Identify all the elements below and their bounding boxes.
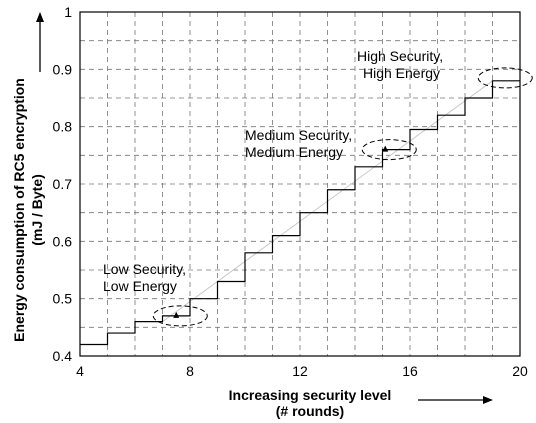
grid-lines — [80, 12, 520, 356]
y-tick-label: 1 — [64, 4, 72, 20]
marker-arrowhead — [382, 145, 389, 152]
highlight-ellipse — [361, 139, 417, 161]
x-axis-subtitle: (# rounds) — [276, 403, 344, 419]
y-axis-subtitle: (mJ / Byte) — [29, 174, 45, 246]
y-tick-label: 0.7 — [53, 176, 73, 192]
energy-step-line — [80, 80, 520, 346]
x-tick-labels: 4 8 12 16 20 — [76, 363, 528, 379]
y-direction-arrow — [36, 12, 44, 72]
y-tick-label: 0.6 — [53, 233, 73, 249]
annotation-low-line2: Low Energy — [103, 278, 177, 294]
annotations: Low Security, Low Energy Medium Security… — [103, 48, 443, 294]
y-tick-label: 0.8 — [53, 119, 73, 135]
highlight-ellipse — [477, 67, 533, 89]
y-tick-label: 0.4 — [53, 348, 73, 364]
marker-arrowhead — [173, 311, 180, 318]
y-axis-title: Energy consumption of RC5 encryption — [11, 78, 27, 342]
annotation-low-line1: Low Security, — [103, 261, 186, 277]
annotation-medium-line1: Medium Security, — [245, 127, 352, 143]
x-direction-arrow — [418, 396, 493, 404]
x-tick-label: 20 — [512, 363, 528, 379]
plot-frame — [79, 11, 521, 357]
y-tick-label: 0.5 — [53, 291, 73, 307]
x-tick-label: 16 — [402, 363, 418, 379]
y-tick-label: 0.9 — [53, 61, 73, 77]
x-axis-title: Increasing security level — [229, 387, 392, 403]
y-tick-labels: 0.4 0.5 0.6 0.7 0.8 0.9 1 — [53, 4, 73, 364]
annotation-high-line2: High Energy — [363, 65, 440, 81]
x-tick-label: 4 — [76, 363, 84, 379]
annotation-medium-line2: Medium Energy — [245, 144, 343, 160]
x-tick-label: 8 — [186, 363, 194, 379]
annotation-high-line1: High Security, — [357, 48, 443, 64]
highlight-ellipse — [152, 305, 208, 327]
x-tick-label: 12 — [292, 363, 308, 379]
highlight-ellipses — [152, 67, 533, 327]
